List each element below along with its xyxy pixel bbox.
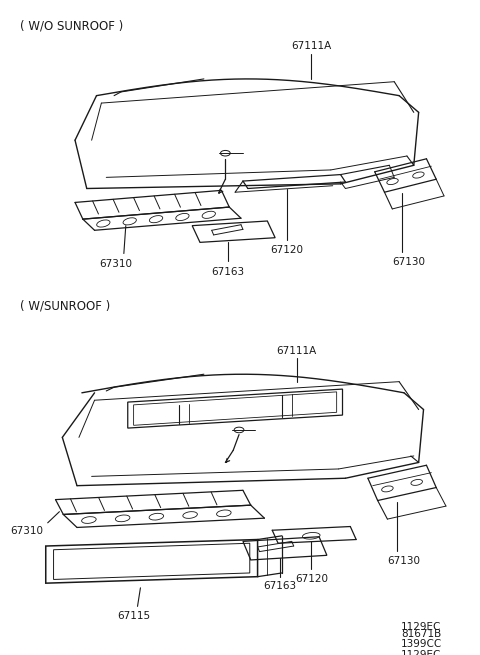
Text: 67130: 67130 — [392, 257, 425, 267]
Text: 67163: 67163 — [264, 582, 297, 591]
Text: 81671B: 81671B — [401, 629, 441, 639]
Text: ( W/O SUNROOF ): ( W/O SUNROOF ) — [20, 20, 124, 33]
Text: 67115: 67115 — [117, 611, 150, 621]
Text: 67310: 67310 — [99, 259, 132, 269]
Text: 1129EC: 1129EC — [401, 650, 442, 655]
Text: 1129EC: 1129EC — [401, 622, 442, 632]
Text: 67111A: 67111A — [276, 346, 317, 356]
Text: 67130: 67130 — [387, 556, 420, 566]
Text: 67120: 67120 — [295, 574, 328, 584]
Text: ( W/SUNROOF ): ( W/SUNROOF ) — [20, 300, 110, 313]
Text: 1399CC: 1399CC — [401, 639, 443, 648]
Text: 67111A: 67111A — [291, 41, 331, 51]
Text: 67163: 67163 — [212, 267, 245, 276]
Text: 67120: 67120 — [270, 245, 303, 255]
Text: 67310: 67310 — [10, 525, 43, 536]
